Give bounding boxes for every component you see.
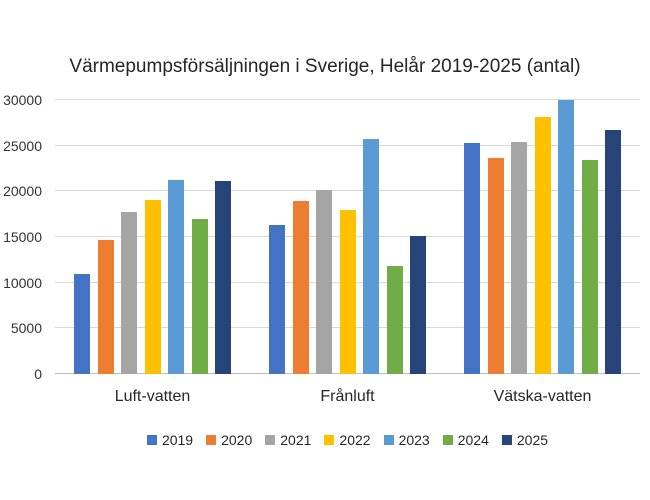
gridline-20000 [55,190,640,192]
bar-luft-vatten-2024 [191,218,208,374]
bar-groups [55,100,640,374]
gridline-25000 [55,144,640,146]
bar-vatska-vatten-2021 [511,142,527,374]
legend-label-2023: 2023 [398,432,430,448]
y-tick-label-0: 0 [34,366,42,382]
legend-swatch-icon [206,435,217,445]
bar-franluft-2023 [363,139,379,374]
legend-label-2019: 2019 [161,432,194,448]
bar-luft-vatten-2020 [97,239,114,374]
y-tick-label-15000: 15000 [3,229,42,245]
bar-luft-vatten-2022 [144,199,161,374]
legend-item-2025: 2025 [501,432,549,448]
bar-franluft-2022 [339,209,356,374]
y-tick-label-5000: 5000 [10,320,42,337]
legend-item-2020: 2020 [206,433,252,447]
x-category-label-vatska-vatten: Vätska-vatten [493,388,592,405]
bar-luft-vatten-2021 [121,212,137,374]
y-axis-tick-labels: 0 5000 10000 15000 20000 25000 30000 [0,92,42,382]
legend-item-2024: 2024 [442,432,489,448]
bar-group-franluft [250,100,445,374]
y-tick-label-25000: 25000 [3,137,42,154]
bar-luft-vatten-2025 [215,181,231,374]
bar-group-luft-vatten [55,100,250,374]
x-category-label-franluft: Frånluft [320,388,375,405]
bar-vatska-vatten-2022 [534,117,551,374]
legend-label-2024: 2024 [457,432,489,448]
bar-vatska-vatten-2024 [581,160,598,374]
legend-label-2021: 2021 [280,432,312,448]
legend-item-2019: 2019 [146,432,194,448]
legend-item-2022: 2022 [324,432,371,448]
legend-swatch-icon [442,435,453,445]
legend-swatch-icon [146,435,157,445]
gridline-30000 [55,99,640,100]
legend-swatch-icon [383,435,394,445]
legend-label-2020: 2020 [221,432,253,448]
legend-item-2021: 2021 [265,433,311,447]
bar-vatska-vatten-2025 [605,130,621,374]
y-tick-label-30000: 30000 [3,92,42,108]
chart-title: Värmepumpsförsäljningen i Sverige, Helår… [69,56,581,77]
bar-franluft-2025 [410,236,426,374]
bar-luft-vatten-2019 [74,273,90,374]
legend: 2019 2020 2021 2022 2023 2024 2025 [55,433,640,447]
bar-vatska-vatten-2019 [464,142,480,374]
bar-franluft-2021 [316,190,332,374]
bar-franluft-2024 [386,266,403,374]
legend-label-2022: 2022 [339,432,371,448]
legend-swatch-icon [265,435,276,445]
legend-item-2023: 2023 [383,432,430,448]
bar-franluft-2020 [292,201,309,374]
bar-vatska-vatten-2020 [487,158,504,374]
plot-area [55,99,640,374]
y-tick-label-20000: 20000 [3,183,42,200]
legend-swatch-icon [501,435,512,445]
x-axis-category-labels: Luft-vatten Frånluft Vätska-vatten [55,388,640,406]
y-tick-label-10000: 10000 [3,274,42,291]
bar-franluft-2019 [269,225,285,374]
legend-swatch-icon [324,435,335,445]
bar-luft-vatten-2023 [168,180,184,374]
x-category-label-luft-vatten: Luft-vatten [114,388,191,405]
bar-group-vatska-vatten [445,100,640,374]
legend-label-2025: 2025 [516,432,549,448]
bar-vatska-vatten-2023 [558,100,574,374]
